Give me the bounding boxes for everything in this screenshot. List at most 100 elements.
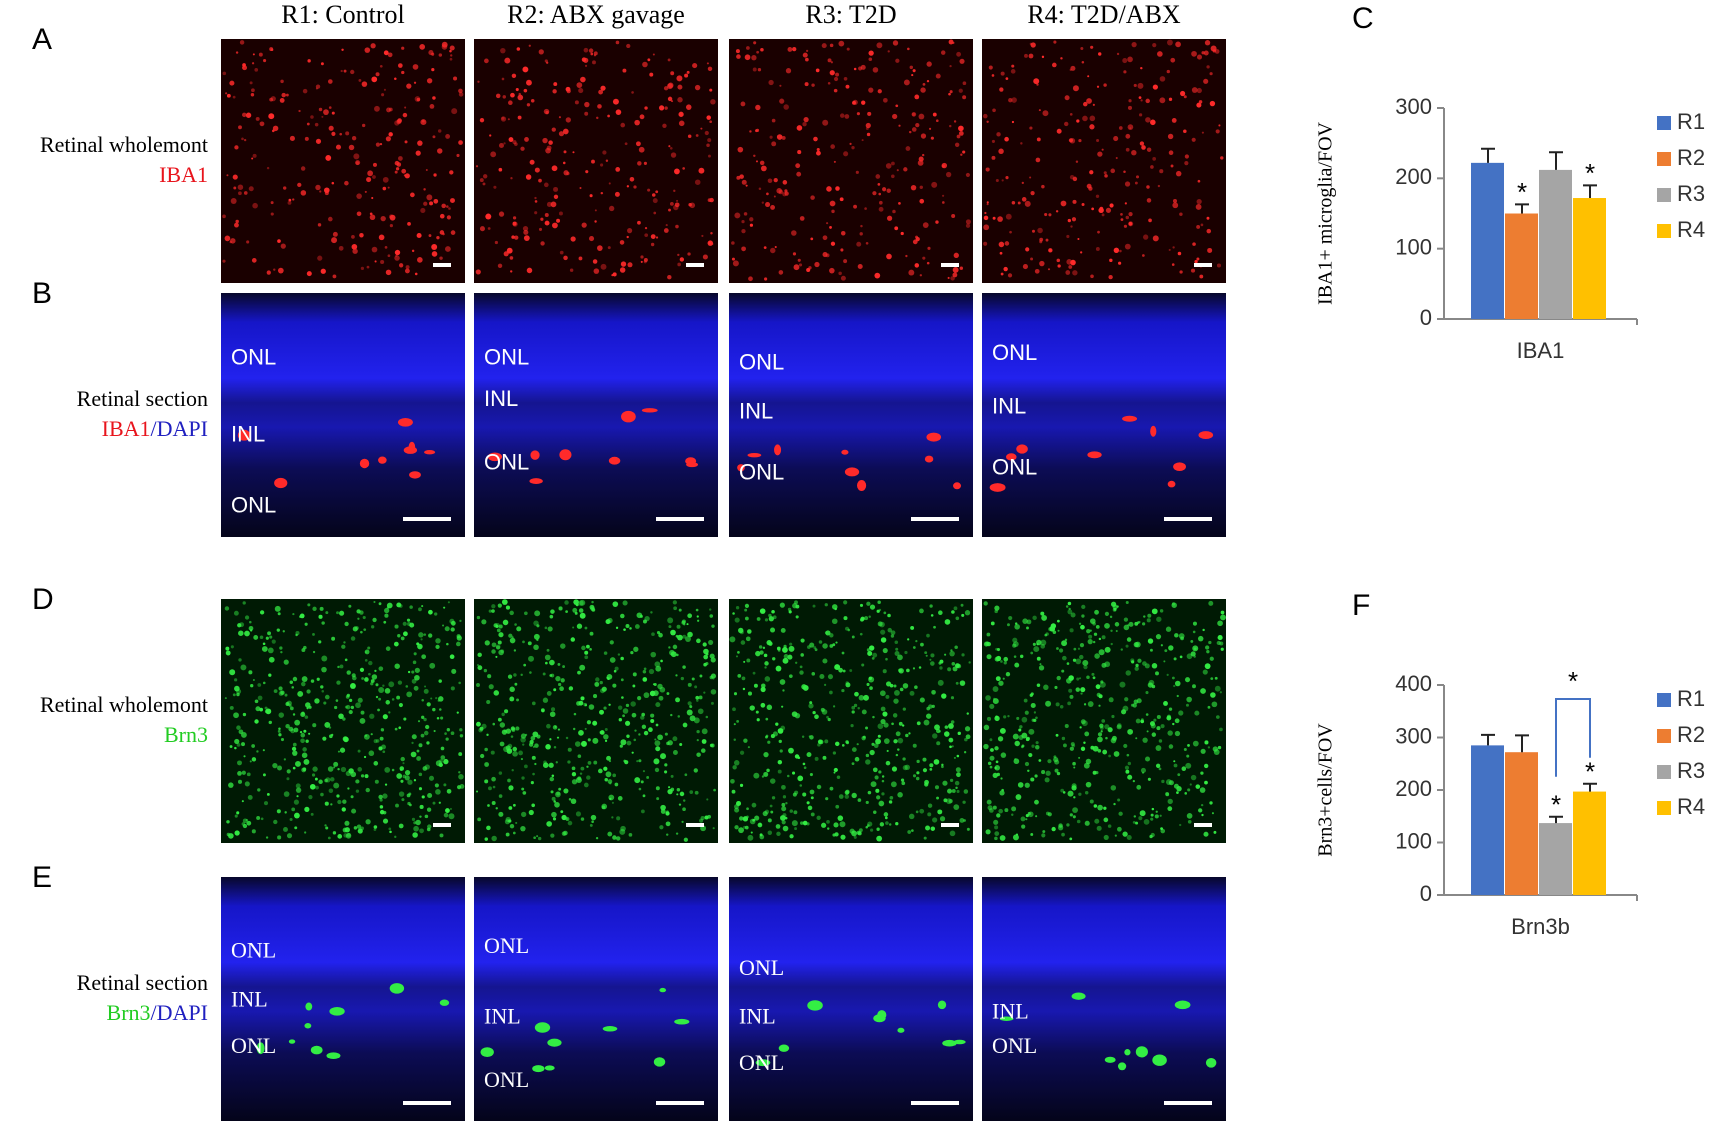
signal-dot — [305, 702, 311, 708]
signal-dot — [236, 688, 242, 694]
signal-dot — [930, 653, 935, 658]
signal-dot — [580, 740, 587, 747]
signal-dot — [552, 817, 557, 821]
signal-dot — [599, 680, 603, 685]
signal-dot — [316, 677, 320, 681]
signal-dot — [1061, 736, 1066, 741]
signal-cell — [1124, 1049, 1131, 1056]
signal-dot — [822, 119, 829, 126]
signal-dot — [756, 617, 761, 621]
signal-dot — [734, 617, 740, 623]
signal-dot — [244, 630, 250, 637]
signal-dot — [789, 834, 794, 839]
signal-dot — [509, 686, 515, 692]
signal-dot — [698, 818, 704, 823]
signal-dot — [365, 819, 371, 825]
signal-dot — [441, 44, 448, 50]
signal-dot — [1021, 824, 1026, 829]
signal-dot — [1103, 806, 1107, 810]
signal-dot — [673, 606, 677, 611]
signal-dot — [414, 272, 418, 276]
column-label: R3: T2D — [805, 0, 896, 29]
signal-dot — [434, 783, 439, 788]
signal-dot — [999, 87, 1004, 92]
signal-dot — [611, 801, 614, 804]
signal-dot — [986, 201, 989, 204]
signal-dot — [1039, 663, 1042, 666]
signal-dot — [688, 202, 692, 207]
signal-dot — [735, 606, 740, 610]
signal-dot — [773, 195, 776, 198]
micrograph-signal — [999, 992, 1217, 1071]
signal-dot — [659, 105, 665, 111]
signal-dot — [534, 743, 539, 748]
signal-dot — [513, 649, 517, 652]
signal-dot — [562, 665, 566, 668]
signal-dot — [292, 766, 296, 770]
signal-dot — [357, 749, 361, 753]
signal-dot — [799, 784, 803, 787]
signal-dot — [1017, 782, 1024, 788]
signal-dot — [597, 245, 603, 251]
signal-dot — [229, 745, 233, 748]
signal-dot — [1180, 636, 1184, 641]
signal-dot — [624, 720, 631, 726]
signal-dot — [933, 759, 940, 765]
signal-dot — [479, 726, 484, 731]
signal-dot — [292, 612, 295, 616]
signal-dot — [512, 746, 518, 752]
signal-dot — [964, 726, 971, 732]
signal-dot — [640, 809, 645, 814]
signal-dot — [1067, 790, 1074, 797]
signal-dot — [948, 737, 954, 743]
signal-dot — [747, 834, 754, 841]
signal-dot — [529, 159, 535, 165]
signal-dot — [1067, 701, 1072, 706]
signal-dot — [1070, 612, 1076, 618]
signal-dot — [401, 168, 407, 174]
signal-dot — [963, 751, 967, 754]
signal-dot — [348, 604, 352, 608]
signal-dot — [520, 825, 526, 832]
signal-dot — [603, 766, 608, 771]
signal-dot — [524, 137, 529, 142]
signal-dot — [642, 669, 647, 674]
signal-dot — [1078, 622, 1082, 625]
signal-dot — [443, 783, 447, 787]
signal-dot — [704, 130, 709, 136]
signal-dot — [337, 750, 340, 753]
signal-dot — [1045, 811, 1050, 816]
signal-dot — [912, 69, 916, 73]
micrograph — [221, 39, 465, 283]
signal-dot — [325, 611, 329, 615]
signal-dot — [1109, 203, 1114, 208]
signal-dot — [620, 261, 627, 267]
signal-dot — [755, 650, 761, 657]
signal-dot — [1013, 758, 1020, 765]
signal-dot — [278, 686, 283, 691]
signal-dot — [1135, 821, 1139, 825]
signal-cell — [310, 1045, 323, 1055]
signal-dot — [652, 690, 659, 697]
signal-dot — [732, 707, 736, 712]
signal-dot — [245, 112, 252, 118]
signal-cell — [408, 441, 416, 453]
bar — [1505, 213, 1538, 319]
signal-dot — [1021, 197, 1027, 202]
signal-dot — [808, 735, 811, 738]
signal-dot — [944, 619, 951, 625]
signal-dot — [989, 755, 995, 761]
signal-dot — [1103, 817, 1109, 823]
signal-dot — [584, 650, 589, 655]
signal-cell — [621, 410, 636, 423]
signal-dot — [1081, 203, 1085, 207]
signal-dot — [803, 117, 809, 123]
signal-dot — [360, 774, 365, 778]
signal-dot — [810, 195, 815, 200]
layer-label: ONL — [992, 454, 1037, 479]
signal-dot — [1000, 71, 1005, 76]
signal-dot — [233, 186, 237, 190]
signal-dot — [338, 713, 344, 720]
signal-dot — [491, 776, 496, 782]
signal-dot — [928, 704, 933, 709]
